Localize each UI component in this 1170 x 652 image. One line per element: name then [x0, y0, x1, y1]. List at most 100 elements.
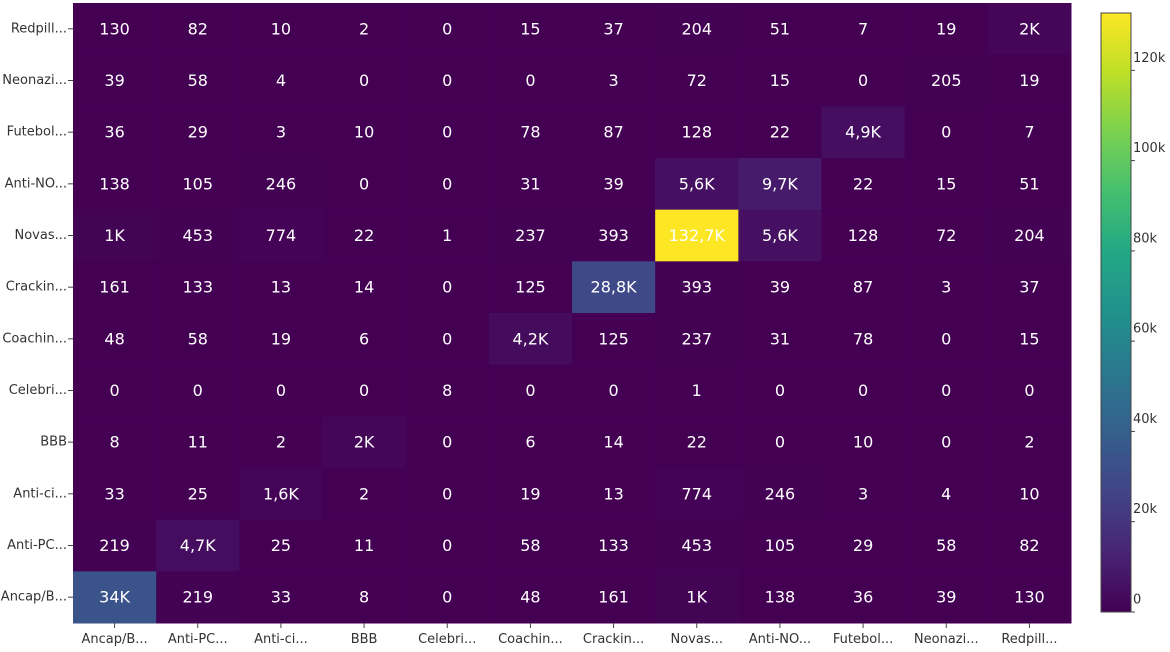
- heatmap-cell: [572, 416, 656, 469]
- heatmap-cell: [655, 209, 739, 262]
- y-tick-label: Crackin...: [6, 280, 67, 295]
- heatmap-cell-label: 11: [354, 536, 374, 555]
- heatmap-cell: [73, 519, 157, 572]
- heatmap-cell-label: 0: [858, 71, 868, 90]
- y-tick-label: Redpill...: [11, 21, 67, 36]
- heatmap-cell-label: 2K: [354, 433, 375, 452]
- heatmap-cell: [821, 571, 906, 624]
- heatmap-cell: [73, 209, 157, 262]
- heatmap-cell-label: 0: [359, 71, 369, 90]
- heatmap-cell-label: 14: [354, 278, 374, 297]
- heatmap-cell-label: 39: [770, 278, 790, 297]
- heatmap-cell-label: 204: [1014, 226, 1045, 245]
- heatmap-cell-label: 15: [936, 174, 956, 193]
- heatmap-cell: [821, 261, 906, 314]
- heatmap-cell: [156, 519, 240, 572]
- heatmap-cell-label: 33: [271, 588, 291, 607]
- heatmap-cell: [239, 209, 323, 262]
- heatmap-cell: [572, 261, 656, 314]
- heatmap-cell: [239, 468, 323, 521]
- heatmap-cell-label: 36: [853, 588, 873, 607]
- heatmap-cell: [738, 468, 822, 521]
- y-tick-label: Celebri...: [9, 383, 67, 398]
- heatmap-cell: [405, 468, 490, 521]
- heatmap-cell: [322, 416, 407, 469]
- heatmap-cell-label: 0: [858, 381, 868, 400]
- heatmap-cell-label: 2: [359, 484, 369, 503]
- heatmap-cell-label: 58: [936, 536, 956, 555]
- heatmap-cell-label: 10: [853, 433, 873, 452]
- heatmap-cell-label: 11: [188, 433, 208, 452]
- heatmap-cell-label: 774: [266, 226, 297, 245]
- heatmap-cell: [987, 313, 1072, 366]
- heatmap-cell: [488, 416, 573, 469]
- colorbar-tick-label: 80k: [1133, 231, 1158, 246]
- heatmap-cell-label: 34K: [99, 588, 130, 607]
- heatmap-cell-label: 2: [359, 19, 369, 38]
- heatmap-cell: [655, 54, 739, 107]
- heatmap-cell: [488, 3, 573, 56]
- heatmap-cell: [572, 3, 656, 56]
- heatmap-cell: [488, 106, 573, 159]
- heatmap-cell-label: 82: [1019, 536, 1039, 555]
- heatmap-cell: [821, 364, 906, 417]
- heatmap-cell-label: 0: [442, 536, 452, 555]
- heatmap-cell-label: 10: [354, 123, 374, 142]
- heatmap-cell: [738, 209, 822, 262]
- heatmap-cell: [821, 54, 906, 107]
- heatmap-cell: [73, 106, 157, 159]
- heatmap-cell-label: 4: [941, 484, 951, 503]
- heatmap-cell: [904, 364, 989, 417]
- heatmap-cell: [488, 519, 573, 572]
- heatmap-cell-label: 13: [271, 278, 291, 297]
- heatmap-cell-label: 3: [276, 123, 286, 142]
- heatmap-cell-label: 161: [99, 278, 130, 297]
- heatmap-cell: [73, 468, 157, 521]
- heatmap-cell: [405, 3, 490, 56]
- y-tick-label: Coachin...: [2, 331, 67, 346]
- heatmap-cell: [904, 416, 989, 469]
- heatmap-cell: [488, 261, 573, 314]
- heatmap-cell-label: 87: [603, 123, 623, 142]
- heatmap-cell-label: 15: [770, 71, 790, 90]
- heatmap-cell: [239, 261, 323, 314]
- heatmap-cell: [239, 416, 323, 469]
- heatmap-cell-label: 0: [442, 484, 452, 503]
- heatmap-cell: [322, 261, 407, 314]
- heatmap-cell-label: 31: [520, 174, 540, 193]
- heatmap-cell-label: 0: [193, 381, 203, 400]
- heatmap-cell: [738, 571, 822, 624]
- heatmap-cell-label: 37: [603, 19, 623, 38]
- x-tick-label: Crackin...: [583, 632, 644, 647]
- heatmap-cell: [405, 261, 490, 314]
- heatmap-cell: [987, 519, 1072, 572]
- heatmap-cell: [239, 519, 323, 572]
- heatmap-cell-label: 0: [525, 71, 535, 90]
- y-axis: Redpill... Neonazi... Futebol... Anti-NO...…: [1, 21, 73, 605]
- heatmap-cell-label: 237: [515, 226, 546, 245]
- heatmap-cell: [738, 3, 822, 56]
- heatmap-cell-label: 78: [853, 329, 873, 348]
- heatmap-cell-label: 3: [941, 278, 951, 297]
- heatmap-cell-label: 3: [858, 484, 868, 503]
- heatmap-cell: [322, 571, 407, 624]
- heatmap-cell-label: 37: [1019, 278, 1039, 297]
- heatmap-cell: [904, 209, 989, 262]
- heatmap-cell: [738, 416, 822, 469]
- colorbar-gradient: [1100, 12, 1132, 613]
- colorbar: 0 20k 40k 60k 80k 100k 120k: [1100, 12, 1166, 613]
- heatmap-cell: [655, 416, 739, 469]
- heatmap-cell-label: 130: [99, 19, 130, 38]
- heatmap-cell-label: 1: [442, 226, 452, 245]
- heatmap-cell: [987, 364, 1072, 417]
- heatmap-cell: [73, 3, 157, 56]
- heatmap-cell: [821, 3, 906, 56]
- heatmap-cell-label: 6: [359, 329, 369, 348]
- heatmap-cell-label: 0: [442, 433, 452, 452]
- x-tick-label: Anti-PC...: [168, 632, 228, 647]
- heatmap-cell-label: 133: [598, 536, 629, 555]
- heatmap-cell-label: 2: [276, 433, 286, 452]
- heatmap-cell-label: 4: [276, 71, 286, 90]
